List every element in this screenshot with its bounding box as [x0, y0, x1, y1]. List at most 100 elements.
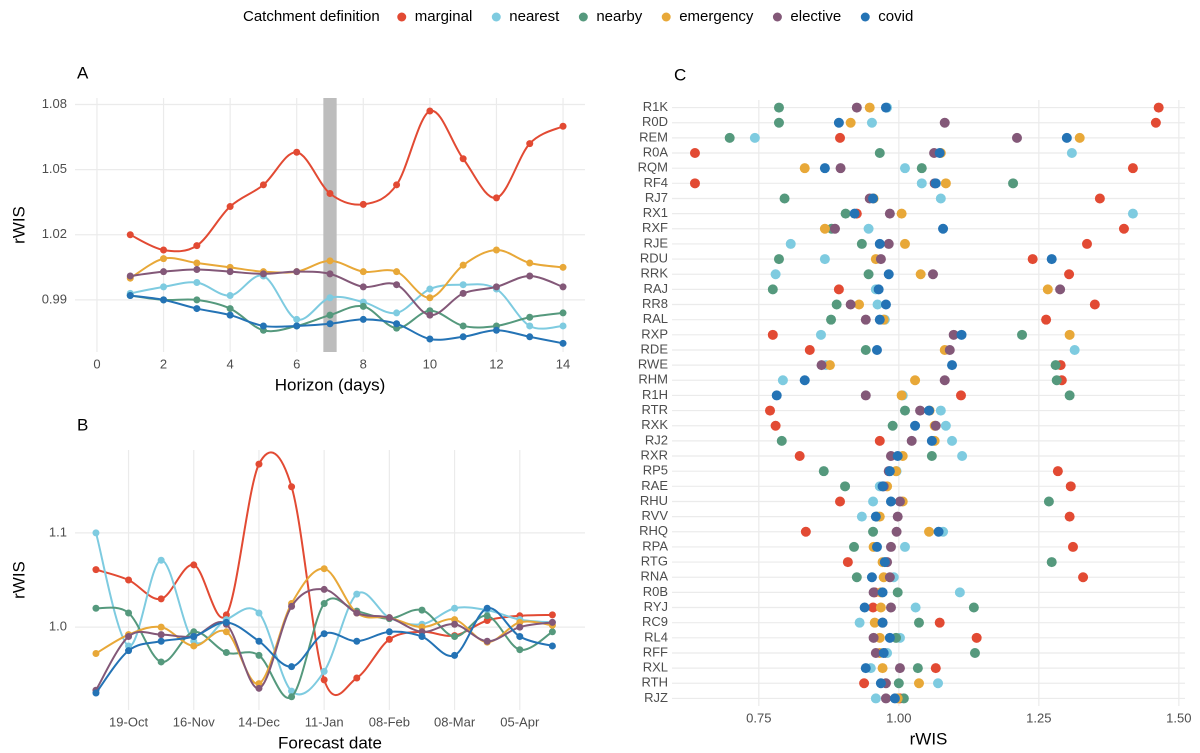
point [226, 292, 234, 300]
point [320, 585, 328, 593]
point [516, 646, 524, 654]
point [771, 390, 782, 401]
point [819, 223, 830, 234]
y-tick-label: RHQ [639, 523, 668, 538]
legend-title: Catchment definition [243, 8, 380, 25]
point [799, 163, 810, 174]
y-tick-label: RXP [641, 326, 668, 341]
point [894, 496, 905, 507]
y-tick-label: RC9 [642, 614, 668, 629]
point [939, 375, 950, 386]
point [1069, 344, 1080, 355]
point [126, 272, 134, 280]
point [819, 163, 830, 174]
point [226, 311, 234, 319]
point [824, 360, 835, 371]
point [859, 678, 870, 689]
point [947, 435, 958, 446]
point [887, 420, 898, 431]
point [359, 283, 367, 291]
point [913, 678, 924, 689]
point [1078, 572, 1089, 583]
point [930, 420, 941, 431]
point [483, 637, 491, 645]
point [899, 238, 910, 249]
series-line [95, 588, 553, 691]
point [891, 526, 902, 537]
point [874, 314, 885, 325]
point [451, 604, 459, 612]
y-tick-label: RQM [638, 160, 668, 175]
point [255, 684, 263, 692]
point [157, 631, 165, 639]
point [1094, 193, 1105, 204]
y-tick-label: RTH [642, 675, 668, 690]
point [767, 329, 778, 340]
point [259, 181, 267, 189]
point [749, 132, 760, 143]
point [516, 633, 524, 641]
y-tick-label: 1.1 [49, 524, 67, 539]
point [393, 268, 401, 276]
point [854, 299, 865, 310]
point [870, 647, 881, 658]
point [160, 246, 168, 254]
point [860, 663, 871, 674]
point [913, 617, 924, 628]
x-tick-label: 14-Dec [238, 714, 280, 729]
point [255, 651, 263, 659]
point [868, 526, 879, 537]
point [1065, 481, 1076, 492]
point [125, 609, 133, 617]
point [910, 602, 921, 613]
point [259, 270, 267, 278]
point [826, 314, 837, 325]
point [939, 117, 950, 128]
point [326, 190, 334, 198]
point [879, 557, 890, 568]
point [1017, 329, 1028, 340]
point [874, 148, 885, 159]
x-axis-title: Horizon (days) [275, 375, 386, 394]
y-tick-label: RXF [642, 220, 668, 235]
point [930, 178, 941, 189]
y-tick-label: 1.05 [42, 161, 67, 176]
y-tick-label: 1.0 [49, 619, 67, 634]
point [889, 693, 900, 704]
point [320, 667, 328, 675]
point [1153, 102, 1164, 113]
point [426, 311, 434, 319]
point [899, 163, 910, 174]
x-axis-title: rWIS [910, 729, 948, 748]
point [776, 435, 787, 446]
point [915, 405, 926, 416]
point [924, 526, 935, 537]
point [896, 208, 907, 219]
point [885, 541, 896, 552]
point [859, 602, 870, 613]
point [833, 284, 844, 295]
point [193, 305, 201, 313]
point [160, 296, 168, 304]
point [956, 329, 967, 340]
point [255, 460, 263, 468]
point [689, 178, 700, 189]
point [799, 375, 810, 386]
legend-marker [397, 12, 407, 22]
x-tick-label: 16-Nov [173, 714, 215, 729]
point [868, 193, 879, 204]
point [884, 632, 895, 643]
point [259, 322, 267, 330]
x-tick-label: 6 [293, 356, 300, 371]
point [92, 689, 100, 697]
point [770, 420, 781, 431]
point [157, 556, 165, 564]
x-tick-label: 0 [93, 356, 100, 371]
point [883, 269, 894, 280]
point [353, 609, 361, 617]
point [255, 637, 263, 645]
point [880, 102, 891, 113]
point [916, 163, 927, 174]
point [868, 602, 879, 613]
